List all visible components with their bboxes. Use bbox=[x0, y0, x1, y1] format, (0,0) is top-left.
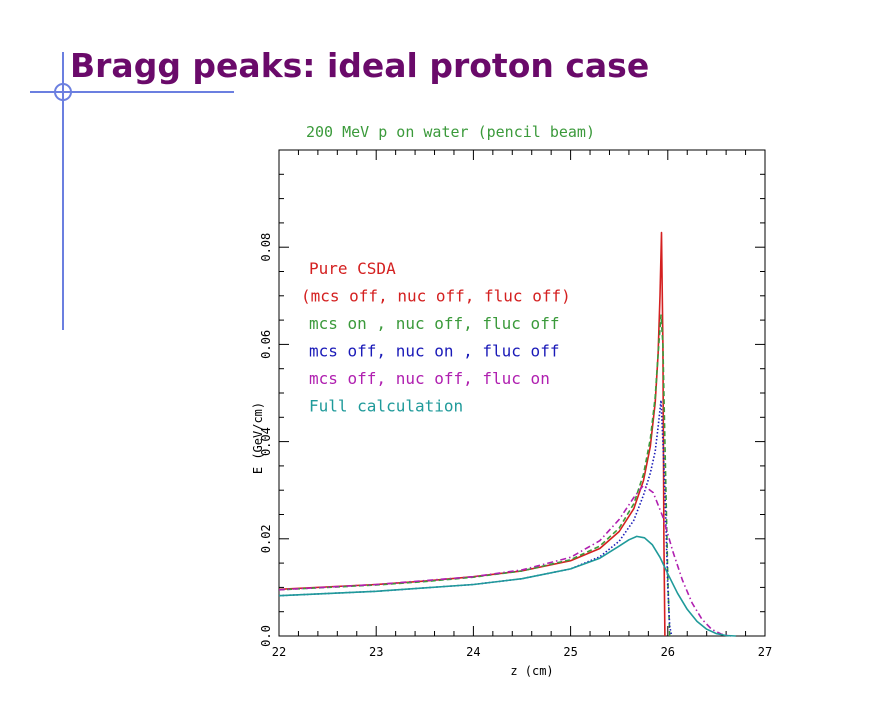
x-tick-labels: 22 23 24 25 26 27 bbox=[272, 645, 772, 659]
series-line bbox=[278, 314, 671, 637]
slide-title: Bragg peaks: ideal proton case bbox=[70, 46, 650, 85]
y-tick-label: 0.08 bbox=[259, 233, 273, 262]
decor-circle bbox=[54, 83, 72, 101]
y-axis-label: E (GeV/cm) bbox=[251, 402, 265, 474]
y-tick-label: 0.06 bbox=[259, 330, 273, 359]
decor-vertical-line bbox=[62, 52, 64, 330]
y-tick-label: 0.02 bbox=[259, 524, 273, 553]
legend: Pure CSDA (mcs off, nuc off, fluc off) mcs… bbox=[301, 259, 571, 416]
axis-ticks bbox=[278, 149, 766, 637]
legend-entry: mcs on , nuc off, fluc off bbox=[309, 314, 559, 333]
chart-title: 200 MeV p on water (pencil beam) bbox=[306, 123, 595, 141]
x-tick-label: 25 bbox=[563, 645, 577, 659]
x-tick-label: 24 bbox=[466, 645, 480, 659]
series-line bbox=[278, 399, 673, 637]
legend-entry: Full calculation bbox=[309, 397, 463, 416]
plot-frame bbox=[278, 149, 766, 637]
y-tick-label: 0.04 bbox=[259, 427, 273, 456]
x-tick-label: 23 bbox=[369, 645, 383, 659]
x-axis-label: z (cm) bbox=[510, 664, 553, 678]
x-tick-label: 22 bbox=[272, 645, 286, 659]
y-tick-label: 0.0 bbox=[259, 625, 273, 647]
series-line bbox=[278, 535, 736, 637]
x-tick-label: 27 bbox=[758, 645, 772, 659]
legend-entry: mcs off, nuc on , fluc off bbox=[309, 342, 559, 361]
legend-entry: mcs off, nuc off, fluc on bbox=[309, 369, 550, 388]
decor-horizontal-line bbox=[30, 91, 234, 93]
x-tick-label: 26 bbox=[661, 645, 675, 659]
y-tick-labels: 0.0 0.02 0.04 0.06 0.08 bbox=[259, 233, 273, 647]
legend-entry: Pure CSDA bbox=[309, 259, 396, 278]
series-lines bbox=[278, 231, 736, 637]
legend-entry: (mcs off, nuc off, fluc off) bbox=[301, 287, 571, 306]
